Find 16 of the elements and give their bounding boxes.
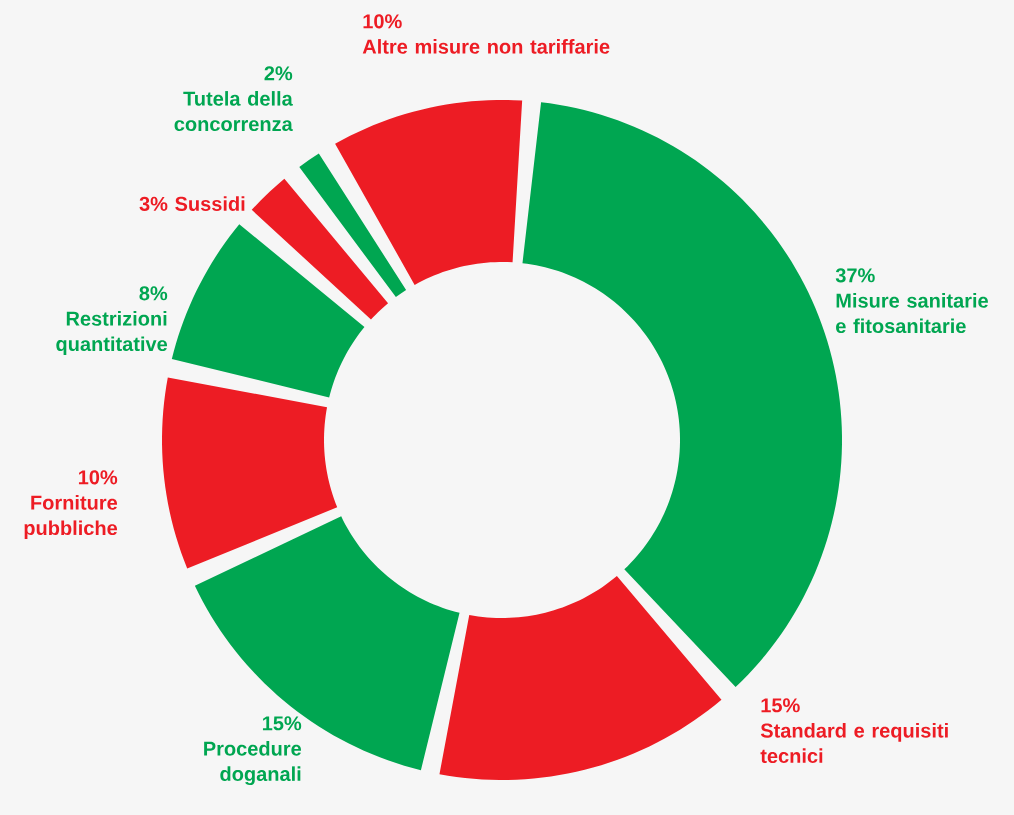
- slice-label: Standard e requisiti tecnici: [760, 723, 948, 764]
- slice-label: Altre misure non tariffarie: [362, 39, 610, 54]
- data-label: 10%: [78, 470, 118, 485]
- data-label: 3%: [139, 196, 168, 211]
- slice-label: Misure sanitarie e fitosanitarie: [836, 293, 988, 334]
- data-label: 8%: [139, 286, 168, 301]
- slice-label: Forniture pubbliche: [24, 495, 118, 540]
- data-label: 10%: [363, 14, 402, 29]
- data-label: 37%: [835, 268, 875, 283]
- slice-label: Procedure doganali: [204, 741, 302, 786]
- slice-label: Restrizioni quantitative: [56, 311, 168, 356]
- data-label: 2%: [264, 66, 293, 81]
- slice-label: Sussidi: [175, 196, 245, 211]
- data-label: 15%: [262, 716, 302, 731]
- data-label: 15%: [761, 698, 800, 713]
- slice-label: Tutela della concorrenza: [174, 91, 293, 132]
